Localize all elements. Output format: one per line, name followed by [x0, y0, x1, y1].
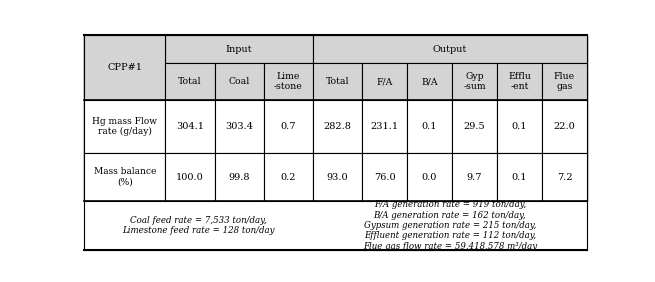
Text: Lime
-stone: Lime -stone [274, 72, 303, 91]
Bar [542, 100, 587, 153]
Text: 93.0: 93.0 [327, 173, 348, 182]
Text: 231.1: 231.1 [371, 122, 399, 131]
Bar [452, 153, 497, 201]
Bar [84, 35, 165, 100]
Text: 282.8: 282.8 [324, 122, 352, 131]
Bar [407, 63, 452, 100]
Bar [452, 63, 497, 100]
Bar [264, 63, 313, 100]
Text: 7.2: 7.2 [557, 173, 572, 182]
Text: Output: Output [433, 45, 467, 54]
Text: 99.8: 99.8 [229, 173, 250, 182]
Text: 304.1: 304.1 [176, 122, 204, 131]
Bar [542, 63, 587, 100]
Bar [84, 100, 165, 153]
Text: 0.1: 0.1 [512, 122, 527, 131]
Bar [497, 100, 542, 153]
Bar [84, 35, 587, 63]
Bar [542, 153, 587, 201]
Text: 0.1: 0.1 [422, 122, 438, 131]
Bar [215, 153, 264, 201]
Text: 0.7: 0.7 [280, 122, 296, 131]
Bar [362, 100, 407, 153]
Bar [264, 100, 313, 153]
Bar [215, 100, 264, 153]
Text: 29.5: 29.5 [464, 122, 485, 131]
Text: Mass balance
(%): Mass balance (%) [94, 168, 156, 187]
Text: 0.2: 0.2 [280, 173, 296, 182]
Text: Total: Total [326, 77, 349, 86]
Text: 0.1: 0.1 [512, 173, 527, 182]
Text: 0.0: 0.0 [422, 173, 438, 182]
Bar [165, 35, 313, 63]
Bar [313, 35, 587, 63]
Text: F/A: F/A [377, 77, 393, 86]
Bar [497, 63, 542, 100]
Bar [452, 100, 497, 153]
Bar [407, 100, 452, 153]
Text: B/A: B/A [421, 77, 438, 86]
Text: Flue
gas: Flue gas [554, 72, 575, 91]
Bar [84, 153, 165, 201]
Text: 22.0: 22.0 [553, 122, 575, 131]
Text: Coal: Coal [229, 77, 250, 86]
Bar [407, 153, 452, 201]
Text: F/A generation rate = 919 ton/day,
B/A generation rate = 162 ton/day,
Gypsum gen: F/A generation rate = 919 ton/day, B/A g… [363, 200, 537, 251]
Bar [362, 153, 407, 201]
Text: 76.0: 76.0 [374, 173, 396, 182]
Bar [84, 201, 587, 250]
Bar [313, 100, 362, 153]
Text: Coal feed rate = 7,533 ton/day,
Limestone feed rate = 128 ton/day: Coal feed rate = 7,533 ton/day, Limeston… [122, 216, 275, 235]
Text: Hg mass Flow
rate (g/day): Hg mass Flow rate (g/day) [92, 117, 157, 136]
Text: Total: Total [178, 77, 202, 86]
Bar [264, 153, 313, 201]
Text: Gyp
-sum: Gyp -sum [463, 72, 486, 91]
Text: Input: Input [226, 45, 252, 54]
Text: 100.0: 100.0 [176, 173, 204, 182]
Bar [165, 100, 215, 153]
Bar [497, 153, 542, 201]
Text: 303.4: 303.4 [225, 122, 253, 131]
Text: Efflu
-ent: Efflu -ent [508, 72, 531, 91]
Text: CPP#1: CPP#1 [107, 63, 142, 72]
Bar [313, 153, 362, 201]
Text: 9.7: 9.7 [467, 173, 482, 182]
Bar [362, 63, 407, 100]
Bar [215, 63, 264, 100]
Bar [84, 35, 587, 201]
Bar [165, 153, 215, 201]
Bar [313, 63, 362, 100]
Bar [165, 63, 215, 100]
